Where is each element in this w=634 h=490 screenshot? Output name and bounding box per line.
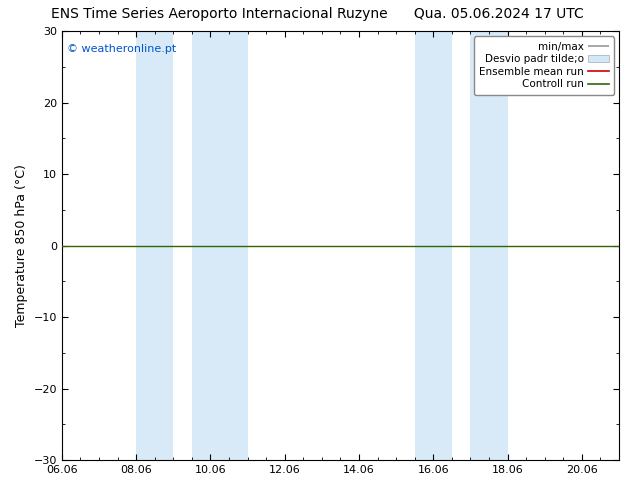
Y-axis label: Temperature 850 hPa (°C): Temperature 850 hPa (°C) xyxy=(15,164,28,327)
Text: ENS Time Series Aeroporto Internacional Ruzyne      Qua. 05.06.2024 17 UTC: ENS Time Series Aeroporto Internacional … xyxy=(51,7,583,22)
Bar xyxy=(470,31,508,460)
Text: © weatheronline.pt: © weatheronline.pt xyxy=(67,44,177,54)
Bar xyxy=(136,31,173,460)
Bar xyxy=(415,31,452,460)
Bar xyxy=(192,31,248,460)
Legend: min/max, Desvio padr tilde;o, Ensemble mean run, Controll run: min/max, Desvio padr tilde;o, Ensemble m… xyxy=(474,36,614,95)
